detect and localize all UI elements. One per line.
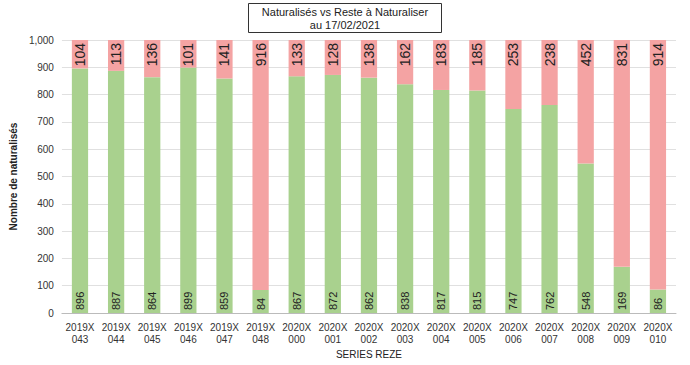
svg-text:253: 253 [505,43,521,67]
svg-text:872: 872 [327,292,339,310]
svg-text:600: 600 [37,144,54,155]
svg-text:2020X: 2020X [643,322,672,333]
svg-text:859: 859 [218,292,230,310]
svg-text:2019X: 2019X [246,322,275,333]
svg-text:000: 000 [288,334,305,345]
svg-text:838: 838 [399,292,411,310]
svg-text:2019X: 2019X [138,322,167,333]
svg-text:007: 007 [541,334,558,345]
svg-text:044: 044 [108,334,125,345]
svg-text:800: 800 [37,89,54,100]
svg-text:2019X: 2019X [66,322,95,333]
svg-text:1,000: 1,000 [29,35,54,46]
svg-text:006: 006 [505,334,522,345]
svg-text:001: 001 [324,334,341,345]
svg-text:008: 008 [577,334,594,345]
svg-text:113: 113 [108,43,124,66]
svg-text:2020X: 2020X [355,322,384,333]
svg-text:864: 864 [146,292,158,310]
svg-text:009: 009 [613,334,630,345]
svg-text:183: 183 [433,43,449,67]
svg-text:2019X: 2019X [102,322,131,333]
svg-text:2020X: 2020X [427,322,456,333]
svg-text:004: 004 [433,334,450,345]
svg-text:005: 005 [469,334,486,345]
svg-text:045: 045 [144,334,161,345]
svg-text:2020X: 2020X [571,322,600,333]
svg-text:136: 136 [144,43,160,67]
svg-text:2020X: 2020X [318,322,347,333]
svg-text:548: 548 [580,292,592,310]
svg-text:138: 138 [361,43,377,67]
svg-text:899: 899 [182,292,194,310]
svg-text:046: 046 [180,334,197,345]
svg-text:2020X: 2020X [282,322,311,333]
svg-text:914: 914 [650,43,666,67]
svg-text:86: 86 [652,298,664,310]
svg-text:747: 747 [507,292,519,310]
svg-text:238: 238 [542,43,558,67]
svg-text:84: 84 [255,298,267,310]
svg-text:862: 862 [363,292,375,310]
svg-text:141: 141 [216,43,232,67]
svg-text:010: 010 [650,334,667,345]
svg-text:133: 133 [289,43,305,67]
svg-text:101: 101 [180,43,196,67]
svg-text:SERIES REZE: SERIES REZE [336,349,402,360]
svg-text:185: 185 [469,43,485,67]
svg-text:162: 162 [397,43,413,67]
svg-text:887: 887 [110,292,122,310]
svg-text:2020X: 2020X [607,322,636,333]
svg-text:100: 100 [37,280,54,291]
svg-text:896: 896 [74,292,86,310]
svg-text:0: 0 [48,308,54,319]
svg-text:au 17/02/2021: au 17/02/2021 [310,19,380,31]
svg-text:2020X: 2020X [463,322,492,333]
svg-text:300: 300 [37,226,54,237]
svg-text:104: 104 [72,43,88,67]
svg-text:128: 128 [325,43,341,67]
svg-text:400: 400 [37,198,54,209]
svg-text:815: 815 [471,292,483,310]
svg-text:Nombre de naturalisés: Nombre de naturalisés [8,122,19,230]
svg-text:2019X: 2019X [174,322,203,333]
svg-text:867: 867 [291,292,303,310]
svg-text:2020X: 2020X [535,322,564,333]
svg-text:831: 831 [614,43,630,67]
svg-text:169: 169 [616,292,628,310]
svg-text:2019X: 2019X [210,322,239,333]
svg-text:200: 200 [37,253,54,264]
svg-text:2020X: 2020X [391,322,420,333]
svg-text:700: 700 [37,116,54,127]
svg-text:900: 900 [37,62,54,73]
svg-text:047: 047 [216,334,233,345]
svg-text:817: 817 [435,292,447,310]
svg-text:2020X: 2020X [499,322,528,333]
svg-text:Naturalisés vs Reste à Natural: Naturalisés vs Reste à Naturaliser [262,6,429,18]
svg-text:043: 043 [72,334,89,345]
svg-text:002: 002 [361,334,378,345]
svg-text:452: 452 [578,43,594,67]
svg-text:500: 500 [37,171,54,182]
svg-text:048: 048 [252,334,269,345]
svg-text:916: 916 [253,43,269,67]
svg-text:762: 762 [544,292,556,310]
svg-text:003: 003 [397,334,414,345]
